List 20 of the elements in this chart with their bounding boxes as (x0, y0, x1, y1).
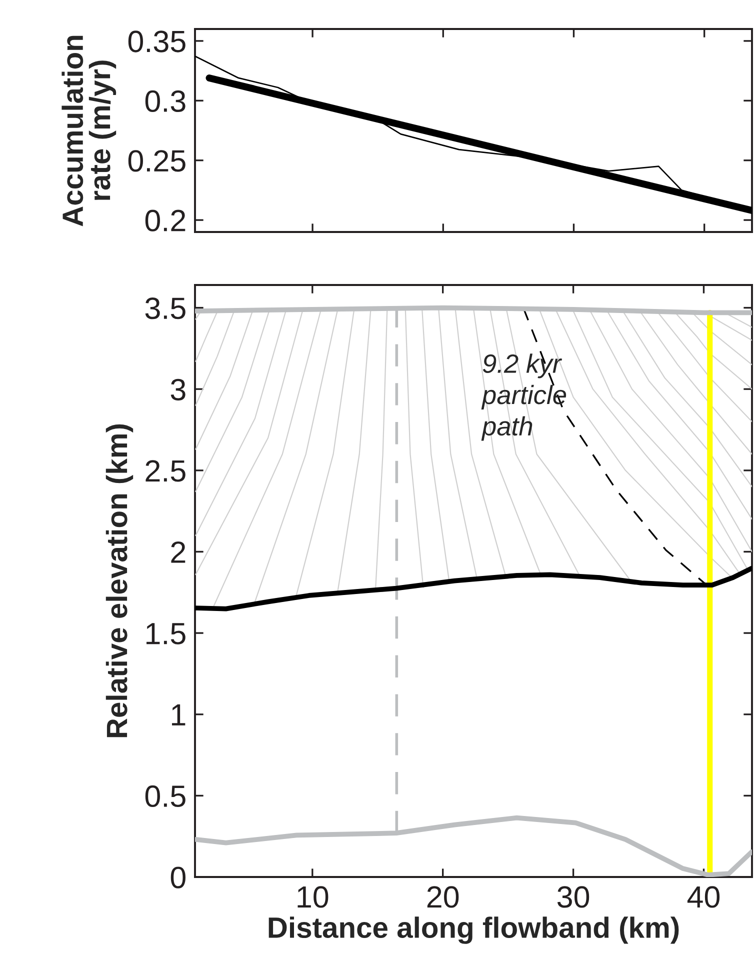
x-tick-label: 40 (687, 886, 720, 908)
y-tick-label: 1.5 (146, 623, 186, 644)
x-tick-label: 20 (427, 886, 459, 908)
y-tick-label: 1 (172, 704, 186, 726)
y-tick-label: 0.3 (145, 90, 186, 112)
y-tick-label: 0.25 (128, 150, 186, 172)
y-tick-label: 0.35 (128, 30, 186, 52)
y-tick-label: 3 (170, 378, 186, 400)
y-tick-label: 2.5 (146, 460, 186, 482)
y-axis-title: Accumulation rate (m/yr) (62, 36, 116, 226)
y-tick-label: 2 (171, 541, 186, 563)
x-axis-title: Distance along flowband (km) (268, 916, 679, 944)
y-tick-label: 0 (170, 866, 186, 888)
y-tick-label: 0.2 (145, 210, 186, 232)
x-tick-label: 10 (298, 886, 328, 908)
x-tick-label: 30 (557, 886, 590, 908)
y-tick-label: 0.5 (145, 785, 186, 808)
y-tick-label: 3.5 (145, 298, 186, 320)
y-axis-title: Relative elevation (km) (106, 424, 134, 738)
annotation: 9.2 kyr particle path (481, 354, 566, 441)
